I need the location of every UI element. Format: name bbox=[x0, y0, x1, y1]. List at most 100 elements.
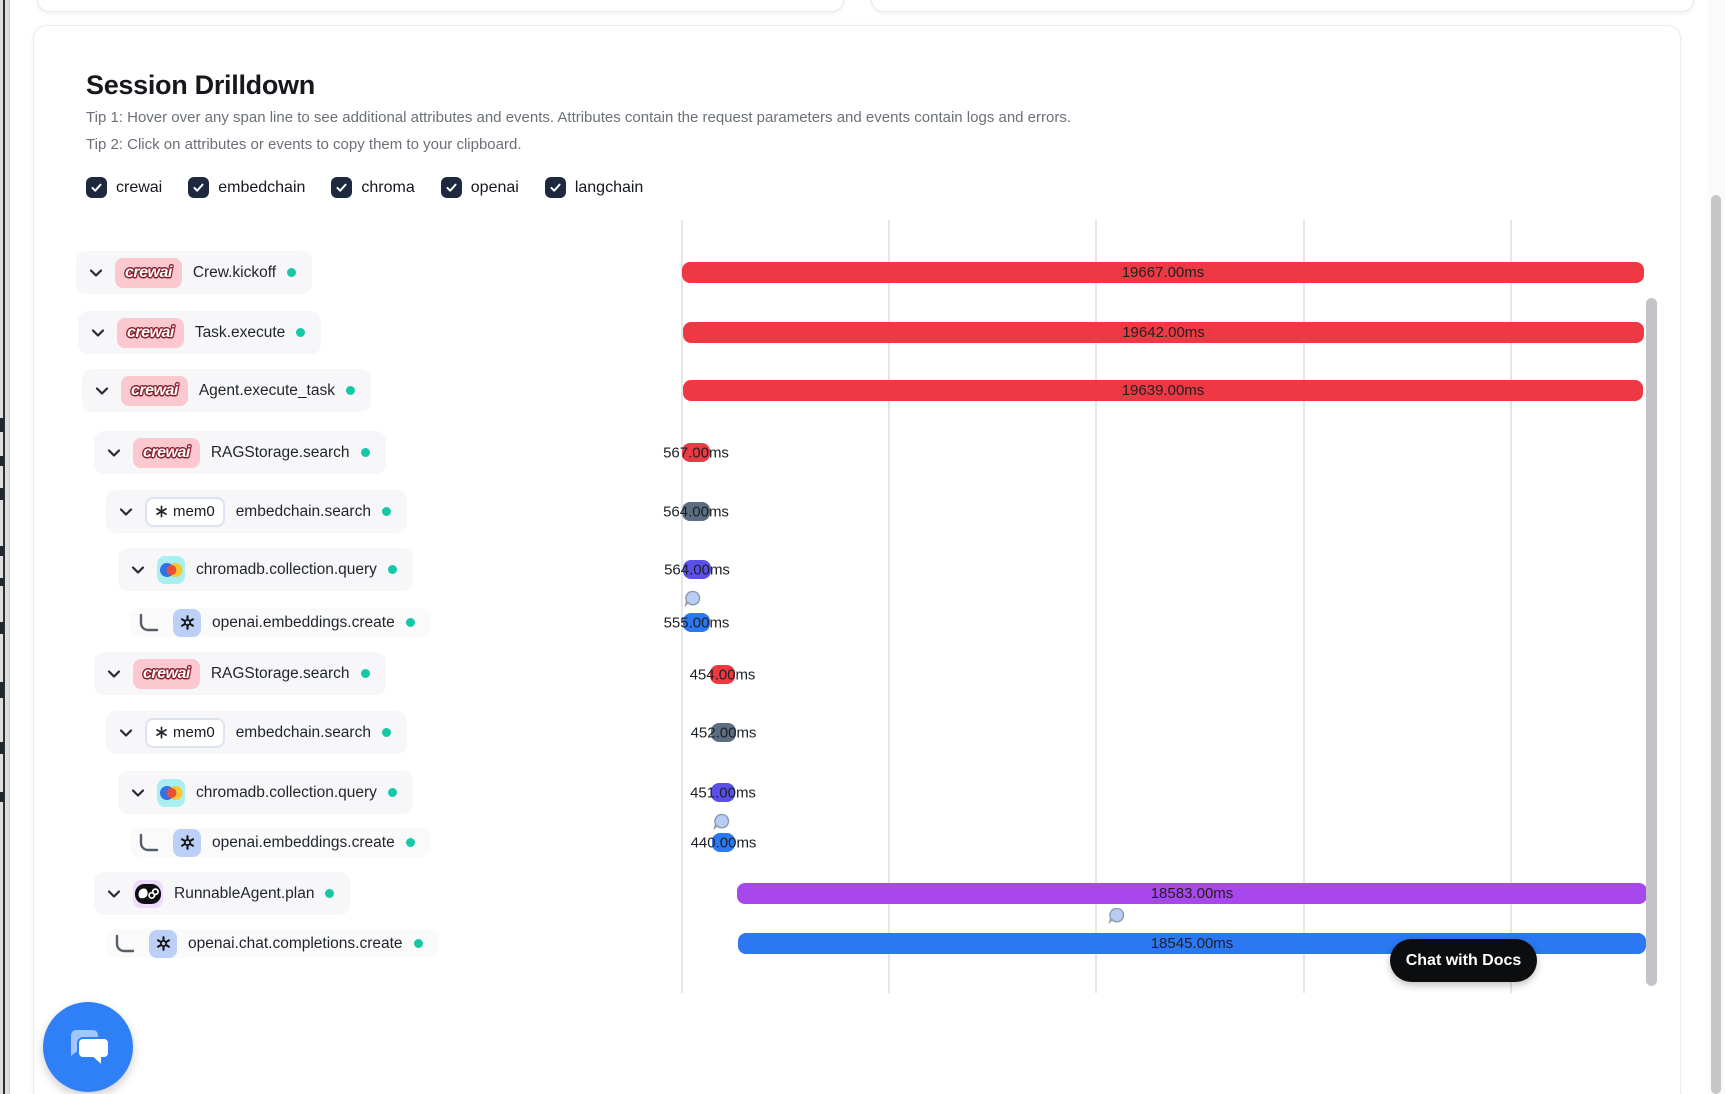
tip-2-text: Tip 2: Click on attributes or events to … bbox=[86, 136, 522, 153]
span-name: Crew.kickoff bbox=[192, 263, 277, 281]
mem0-asterisk-icon bbox=[156, 505, 167, 518]
status-dot bbox=[325, 889, 335, 898]
span-row-embedchain-search[interactable]: mem0 embedchain.search bbox=[106, 711, 407, 754]
span-row-chromadb-collection-query[interactable]: chromadb.collection.query bbox=[118, 548, 413, 591]
chroma-logo bbox=[157, 778, 185, 807]
duration-label: 555.00ms bbox=[663, 614, 730, 631]
filter-label: langchain bbox=[574, 178, 644, 196]
chevron-down-icon[interactable] bbox=[88, 265, 104, 281]
status-dot bbox=[405, 838, 415, 847]
span-bar-embedchain-search[interactable]: 564.00ms bbox=[663, 502, 729, 521]
span-row-agent-execute-task[interactable]: crewai Agent.execute_task bbox=[82, 369, 371, 412]
chat-widget-button[interactable] bbox=[43, 1002, 133, 1092]
span-row-ragstorage-search[interactable]: crewai RAGStorage.search bbox=[94, 652, 386, 695]
chevron-down-icon[interactable] bbox=[118, 504, 134, 520]
span-row-runnableagent-plan[interactable]: RunnableAgent.plan bbox=[94, 872, 351, 915]
span-name: RAGStorage.search bbox=[210, 664, 350, 682]
status-dot bbox=[405, 618, 415, 627]
span-row-ragstorage-search[interactable]: crewai RAGStorage.search bbox=[94, 431, 386, 474]
crewai-logo: crewai bbox=[115, 257, 182, 288]
span-row-chromadb-collection-query[interactable]: chromadb.collection.query bbox=[118, 771, 413, 814]
duration-label: 19667.00ms bbox=[1121, 264, 1205, 281]
gridline bbox=[888, 220, 890, 993]
page-title: Session Drilldown bbox=[86, 70, 315, 100]
crewai-logo: crewai bbox=[117, 317, 184, 348]
chevron-down-icon[interactable] bbox=[118, 725, 134, 741]
top-card-left bbox=[37, 0, 844, 12]
chevron-down-icon[interactable] bbox=[90, 325, 106, 341]
status-dot bbox=[413, 939, 423, 948]
status-dot bbox=[387, 788, 397, 797]
span-name: chromadb.collection.query bbox=[196, 560, 377, 578]
filter-label: openai bbox=[470, 178, 519, 196]
chevron-down-icon[interactable] bbox=[130, 785, 146, 801]
chevron-down-icon[interactable] bbox=[106, 445, 122, 461]
span-row-openai-embeddings-create[interactable]: openai.embeddings.create bbox=[130, 608, 431, 637]
tree-connector-icon bbox=[114, 934, 136, 954]
span-bar-embedchain-search-2[interactable]: 452.00ms bbox=[691, 723, 756, 742]
span-row-crew-kickoff[interactable]: crewai Crew.kickoff bbox=[76, 251, 313, 294]
checkbox-checked-icon[interactable] bbox=[86, 177, 107, 198]
span-row-openai-embeddings-create[interactable]: openai.embeddings.create bbox=[130, 828, 431, 857]
span-row-task-execute[interactable]: crewai Task.execute bbox=[78, 311, 322, 354]
gridline bbox=[1510, 220, 1512, 993]
filter-chroma[interactable]: chroma bbox=[331, 177, 415, 198]
checkbox-checked-icon[interactable] bbox=[188, 177, 210, 198]
chat-with-docs-button[interactable]: Chat with Docs bbox=[1390, 939, 1537, 982]
span-name: openai.chat.completions.create bbox=[188, 934, 403, 952]
span-row-embedchain-search[interactable]: mem0 embedchain.search bbox=[106, 490, 407, 533]
vendor-filters: crewai embedchain chroma openai langchai… bbox=[86, 177, 643, 198]
duration-label: 19639.00ms bbox=[1121, 382, 1205, 399]
page-scrollbar-thumb[interactable] bbox=[1711, 195, 1721, 1094]
status-dot bbox=[381, 507, 391, 516]
span-bar-chromadb-collection-query[interactable]: 564.00ms bbox=[664, 560, 730, 579]
event-bubble-icon[interactable] bbox=[1107, 906, 1126, 930]
duration-label: 564.00ms bbox=[663, 503, 729, 520]
span-bar-task-execute[interactable]: 19642.00ms bbox=[683, 322, 1644, 343]
gridline bbox=[1303, 220, 1305, 993]
span-bar-crew-kickoff[interactable]: 19667.00ms bbox=[682, 262, 1644, 283]
langchain-logo bbox=[133, 879, 163, 908]
event-bubble-icon[interactable] bbox=[683, 589, 702, 613]
checkbox-checked-icon[interactable] bbox=[331, 177, 353, 198]
span-bar-runnableagent-plan[interactable]: 18583.00ms bbox=[737, 883, 1647, 904]
duration-label: 19642.00ms bbox=[1122, 324, 1205, 341]
span-name: Agent.execute_task bbox=[198, 381, 335, 399]
status-dot bbox=[387, 565, 397, 574]
mem0-asterisk-icon bbox=[156, 726, 167, 739]
span-bar-ragstorage-search-2[interactable]: 454.00ms bbox=[690, 665, 755, 684]
span-name: RAGStorage.search bbox=[210, 443, 350, 461]
checkbox-checked-icon[interactable] bbox=[440, 177, 462, 198]
filter-label: chroma bbox=[361, 178, 415, 196]
filter-embedchain[interactable]: embedchain bbox=[188, 177, 305, 198]
span-bar-agent-execute-task[interactable]: 19639.00ms bbox=[683, 380, 1643, 401]
crewai-logo: crewai bbox=[121, 375, 188, 406]
openai-logo bbox=[173, 828, 201, 857]
chat-bubbles-icon bbox=[71, 1030, 110, 1068]
span-row-openai-chat-completions-create[interactable]: openai.chat.completions.create bbox=[106, 929, 439, 958]
underlying-page-sliver bbox=[0, 0, 10, 1094]
filter-crewai[interactable]: crewai bbox=[86, 177, 162, 198]
status-dot bbox=[345, 386, 355, 395]
checkbox-checked-icon[interactable] bbox=[544, 177, 566, 198]
filter-label: embedchain bbox=[218, 178, 306, 196]
gridline bbox=[681, 220, 683, 993]
chroma-logo bbox=[157, 555, 185, 584]
top-card-right bbox=[871, 0, 1694, 12]
chart-vertical-scrollbar[interactable] bbox=[1646, 298, 1657, 986]
chevron-down-icon[interactable] bbox=[94, 383, 110, 399]
span-bar-chromadb-collection-query-2[interactable]: 451.00ms bbox=[690, 783, 756, 802]
chevron-down-icon[interactable] bbox=[106, 886, 122, 902]
filter-langchain[interactable]: langchain bbox=[544, 177, 644, 198]
span-bar-openai-embeddings-create-2[interactable]: 440.00ms bbox=[691, 833, 756, 852]
event-bubble-icon[interactable] bbox=[712, 812, 731, 836]
filter-openai[interactable]: openai bbox=[440, 177, 519, 198]
span-bar-openai-embeddings-create[interactable]: 555.00ms bbox=[664, 613, 729, 632]
chevron-down-icon[interactable] bbox=[130, 562, 146, 578]
chevron-down-icon[interactable] bbox=[106, 666, 122, 682]
duration-label: 451.00ms bbox=[690, 784, 756, 801]
span-bar-ragstorage-search[interactable]: 567.00ms bbox=[663, 443, 729, 462]
status-dot bbox=[360, 669, 370, 678]
crewai-logo: crewai bbox=[133, 437, 200, 468]
